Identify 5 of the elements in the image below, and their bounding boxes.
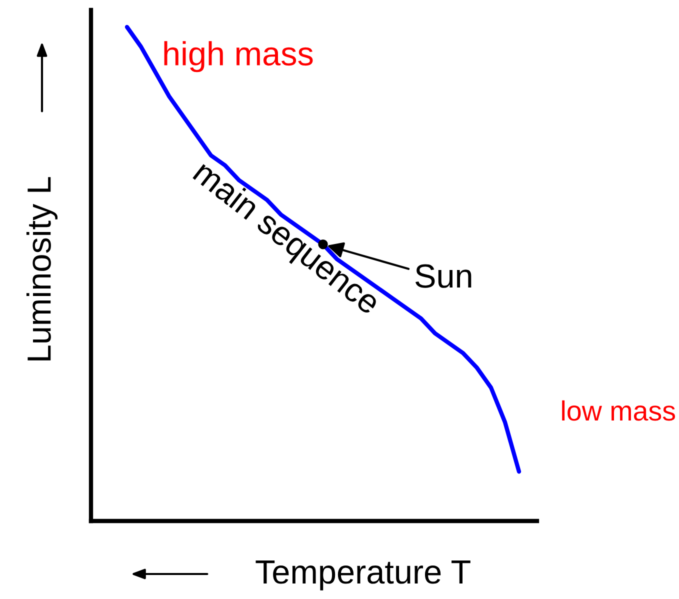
annotation: Sun	[416, 264, 472, 288]
annotation: high mass	[164, 41, 313, 72]
y-axis-title: Luminosity L	[26, 177, 58, 360]
x-axis-title: Temperature T	[256, 560, 470, 590]
text: low mass	[562, 400, 675, 421]
